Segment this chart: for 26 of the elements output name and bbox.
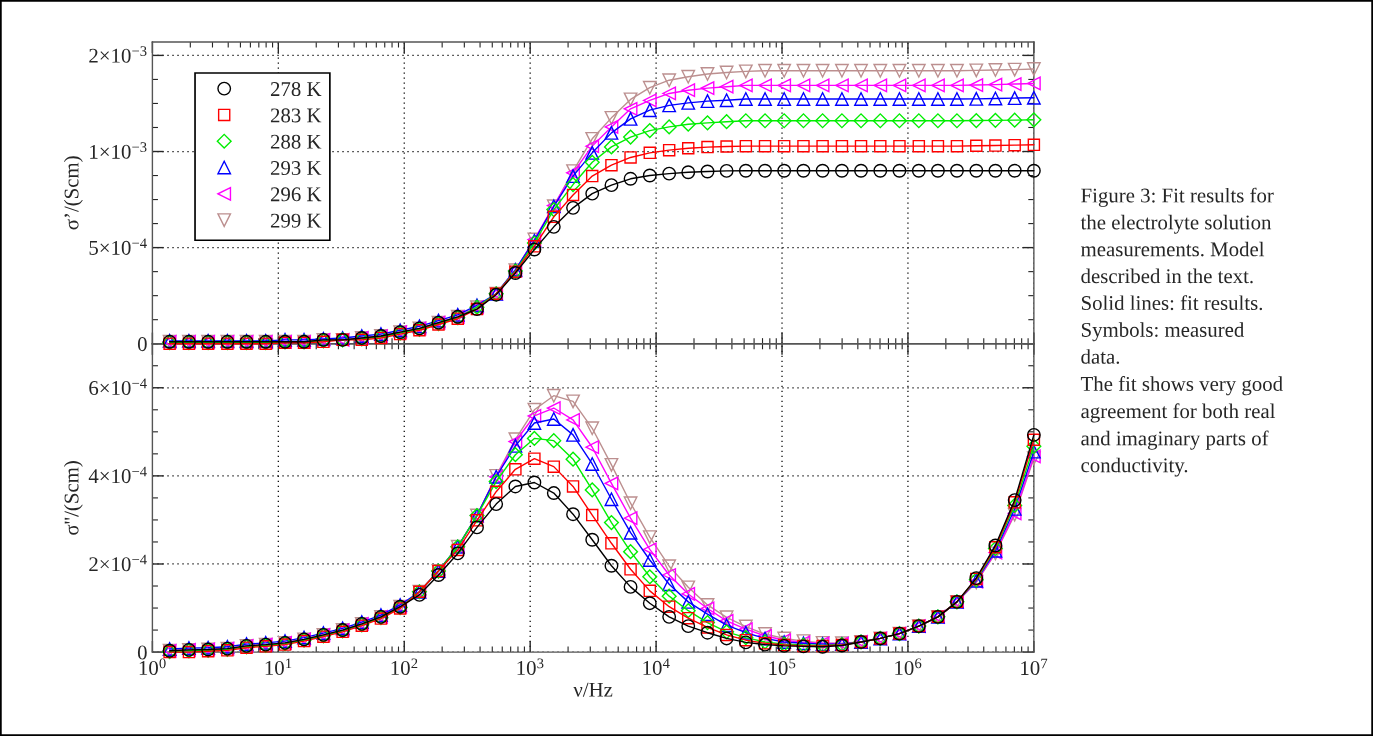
y-tick-label: 5×10$^{−4}$ [89,238,147,255]
x-tick-label: 10$^{7}$ [1021,658,1048,676]
x-tick-label: 10$^{1}$ [265,658,292,675]
x-tick-label: 10$^{4}$ [643,658,670,675]
legend-label: 278 K [270,82,322,97]
x-axis-title: ν/Hz [573,682,613,697]
y-tick-label: 2×10$^{−4}$ [89,554,147,572]
x-tick-label: 10$^{3}$ [517,658,544,675]
x-tick-label: 10$^{2}$ [391,658,418,675]
y-axis-title: σ''/(Scm) [63,461,83,535]
y-tick-label: 1×10$^{−3}$ [90,142,147,159]
y-axis-title: σ’/(Scm) [63,156,83,230]
y-tick-label: 2×10$^{−3}$ [89,46,147,63]
x-tick-label: 10$^{0}$ [139,658,166,676]
x-tick-label: 10$^{6}$ [895,658,922,675]
x-tick-label: 10$^{5}$ [769,658,796,676]
legend-label: 293 K [270,161,322,176]
y-tick-label: 6×10$^{−4}$ [89,378,147,396]
y-tick-label: 0 [137,645,147,660]
text: Figure 3: Fit results for the electrolyte solution measurements. Model described in the text. Solid lines: fit results. Symbols: measured data. The fit shows very good agreement for both real and imaginary parts of conductivity. [1080,187,1283,477]
y-tick-label: 4×10$^{−4}$ [88,466,147,484]
legend-label: 299 K [270,213,322,228]
legend-label: 283 K [270,108,322,123]
legend-label: 288 K [270,134,322,149]
y-tick-label: 0 [137,337,147,352]
legend-label: 296 K [270,187,322,202]
